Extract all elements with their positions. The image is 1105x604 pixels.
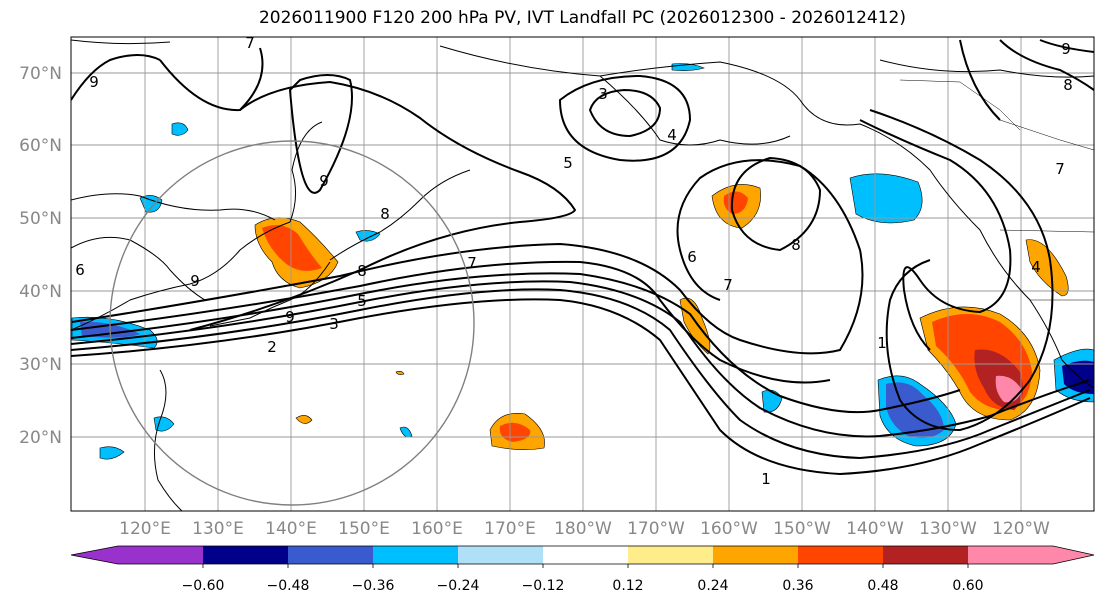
colorbar-tick-label: 0.36: [782, 578, 813, 594]
landfall-domain-circle: [109, 140, 475, 506]
latitude-label: 60°N: [19, 136, 62, 156]
contour-label: 2: [267, 338, 277, 356]
map-frame: [70, 36, 1095, 512]
contour-label: 9: [190, 272, 200, 290]
latitude-label: 70°N: [19, 64, 62, 84]
colorbar-tick-label: −0.48: [267, 578, 310, 594]
contour-label: 3: [598, 85, 608, 103]
longitude-label: 130°E: [192, 519, 244, 539]
contour-label: 9: [319, 172, 329, 190]
contour-label: 1: [761, 470, 771, 488]
longitude-labels: 120°E 130°E 140°E 150°E 160°E 170°E 180°W 170°W…: [119, 519, 1050, 539]
contour-label: 9: [1061, 40, 1071, 58]
colorbar-segment: [798, 546, 883, 564]
ivt-shading: [71, 63, 1094, 460]
colorbar-tick-label: 0.12: [612, 578, 643, 594]
colorbar-tick-label: 0.24: [697, 578, 728, 594]
latitude-label: 30°N: [19, 355, 62, 375]
contour-label: 5: [357, 292, 367, 310]
contour-label: 8: [380, 205, 390, 223]
contour-label: 8: [357, 262, 367, 280]
latitude-label: 20°N: [19, 428, 62, 448]
longitude-label: 150°W: [773, 519, 831, 539]
colorbar-ticks: −0.60 −0.48 −0.36 −0.24 −0.12 0.12 0.24 0.36 0.4…: [182, 564, 984, 594]
contour-label: 7: [245, 34, 255, 52]
contour-label: 9: [89, 73, 99, 91]
contour-label: 7: [467, 254, 477, 272]
longitude-label: 180°W: [554, 519, 612, 539]
contour-label: 6: [75, 261, 85, 279]
contour-label: 3: [329, 315, 339, 333]
longitude-label: 140°E: [265, 519, 317, 539]
map-title: 2026011900 F120 200 hPa PV, IVT Landfall…: [258, 8, 906, 28]
graticule: [71, 37, 1094, 511]
colorbar-extend-right: [968, 546, 1094, 564]
colorbar-extend-left: [71, 546, 203, 564]
colorbar-tick-label: −0.24: [437, 578, 480, 594]
colorbar-segment: [543, 546, 628, 564]
longitude-label: 170°W: [627, 519, 685, 539]
longitude-label: 160°E: [411, 519, 463, 539]
longitude-label: 160°W: [700, 519, 758, 539]
colorbar-tick-label: 0.60: [952, 578, 983, 594]
colorbar-segment: [373, 546, 458, 564]
coastlines: [71, 39, 1094, 511]
longitude-label: 150°E: [338, 519, 390, 539]
colorbar-segment: [628, 546, 713, 564]
contour-label: 8: [791, 236, 801, 254]
contour-label: 6: [687, 248, 697, 266]
colorbar-segment: [458, 546, 543, 564]
colorbar-tick-label: −0.12: [522, 578, 565, 594]
colorbar-tick-label: 0.48: [867, 578, 898, 594]
contour-label: 7: [1055, 160, 1065, 178]
colorbar-segment: [883, 546, 968, 564]
colorbar-outline: [70, 545, 1095, 565]
contour-label: 7: [723, 276, 733, 294]
colorbar-segment: [203, 546, 288, 564]
contour-label: 4: [1031, 258, 1041, 276]
colorbar-segment: [288, 546, 373, 564]
contour-label: 4: [667, 126, 677, 144]
longitude-label: 140°W: [846, 519, 904, 539]
latitude-label: 50°N: [19, 209, 62, 229]
longitude-label: 120°W: [992, 519, 1050, 539]
longitude-label: 130°W: [919, 519, 977, 539]
colorbar-segment: [713, 546, 798, 564]
contour-label: 5: [563, 154, 573, 172]
latitude-label: 40°N: [19, 282, 62, 302]
pv-contours: [71, 39, 1094, 476]
contour-label: 9: [285, 308, 295, 326]
contour-label: 1: [877, 334, 887, 352]
contour-label: 8: [1063, 76, 1073, 94]
colorbar-tick-label: −0.60: [182, 578, 225, 594]
longitude-label: 170°E: [484, 519, 536, 539]
colorbar-tick-label: −0.36: [352, 578, 395, 594]
latitude-labels: 70°N 60°N 50°N 40°N 30°N 20°N: [19, 64, 62, 448]
longitude-label: 120°E: [119, 519, 171, 539]
colorbar: [70, 545, 1095, 565]
